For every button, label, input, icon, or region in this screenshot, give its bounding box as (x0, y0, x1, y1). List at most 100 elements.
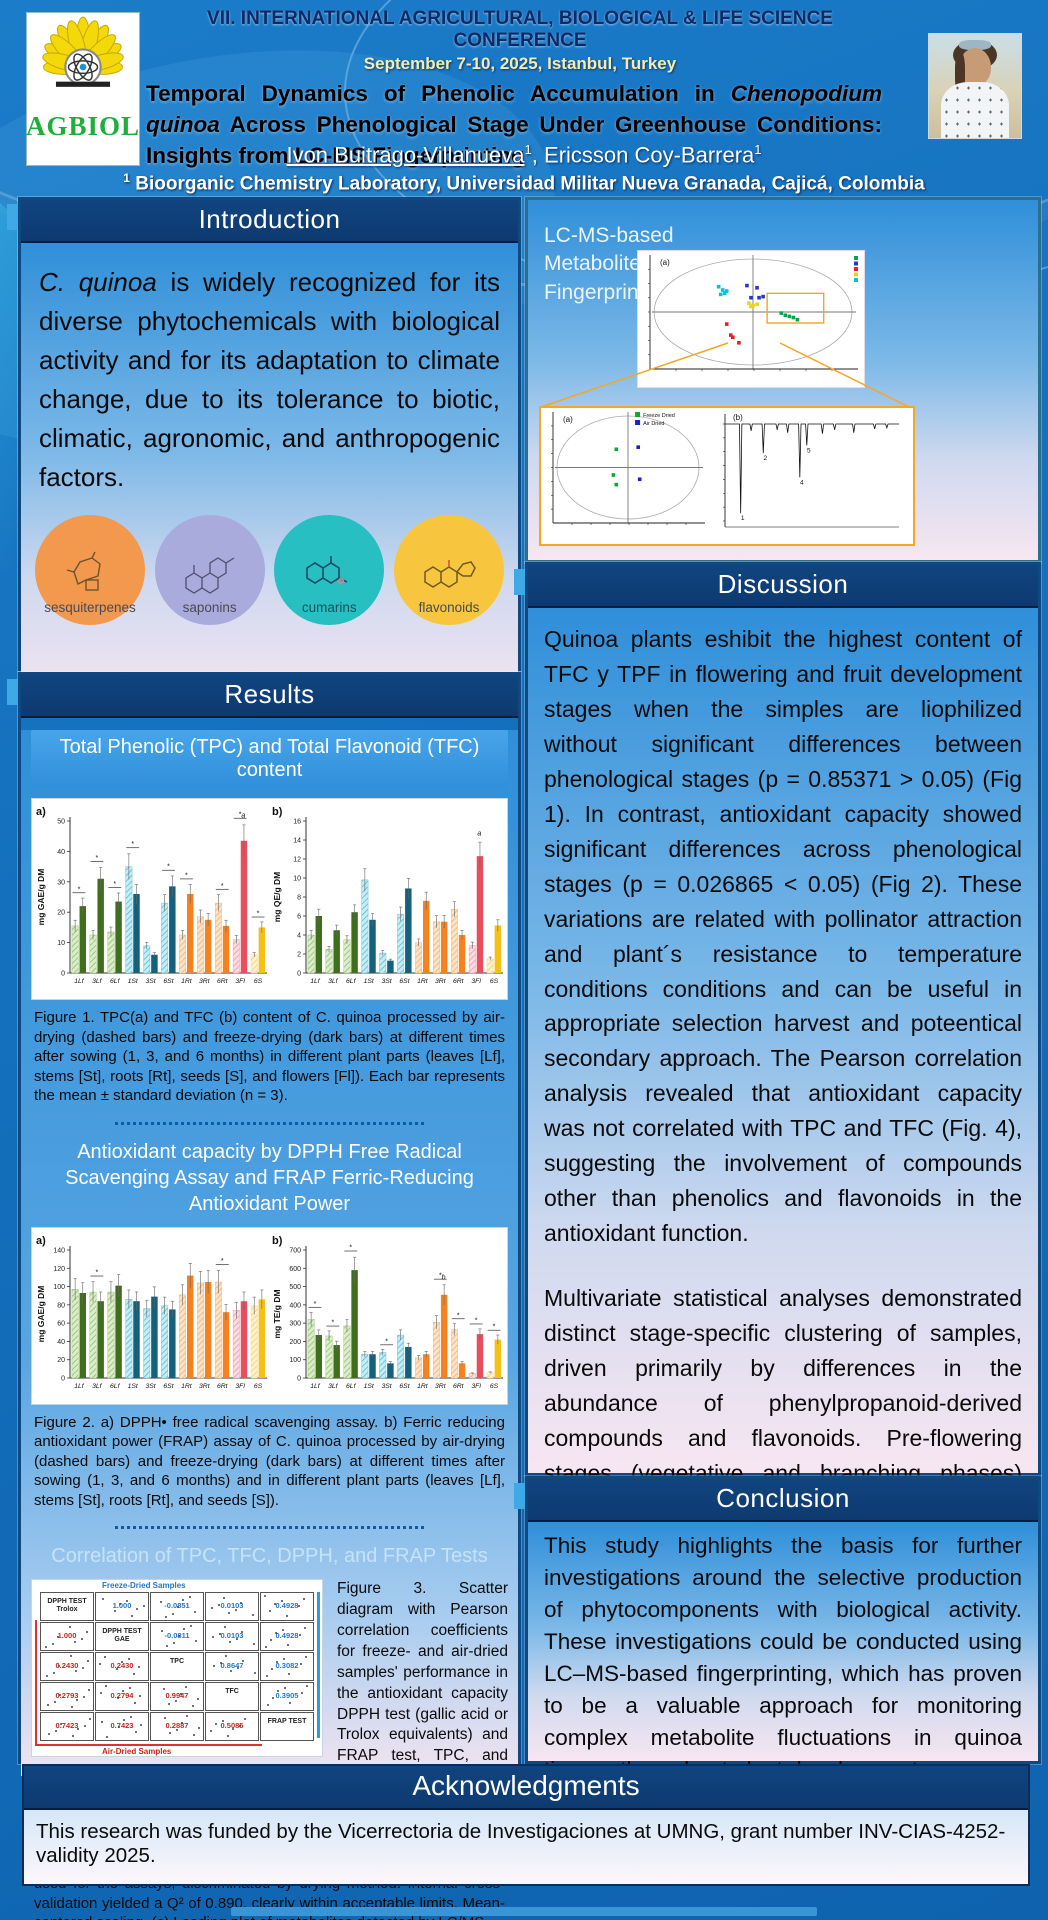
svg-text:*: * (167, 864, 170, 871)
author-2-affmark: 1 (754, 142, 762, 157)
compound-circles: sesquiterpenes saponins (21, 505, 518, 625)
conclusion-header: Conclusion (514, 1479, 1038, 1522)
matrix-diagonal-label: DPPH TEST GAE (95, 1622, 149, 1651)
svg-text:3St: 3St (381, 1383, 392, 1390)
svg-text:3Fl: 3Fl (471, 978, 481, 985)
svg-text:6S: 6S (489, 1383, 498, 1390)
svg-text:12: 12 (293, 857, 301, 864)
svg-text:0: 0 (61, 971, 65, 978)
figure1-caption: Figure 1. TPC(a) and TFC (b) content of … (34, 1009, 505, 1104)
lcms-panel: LC-MS-based Metabolite Fingerprinting (a… (525, 197, 1041, 563)
results-body: Total Phenolic (TPC) and Total Flavonoid… (21, 730, 518, 1920)
title-species-italic: Chenopodium quinoa (146, 81, 882, 138)
conference-date-location: September 7-10, 2025, Istanbul, Turkey (363, 54, 677, 73)
svg-text:0: 0 (61, 1375, 65, 1382)
dpph-bar-chart: 0 20 40 60 80 100 120 140 mg GAE/g DM a) 1Lf 3Lf * 6L… (36, 1235, 267, 1390)
matrix-correlation-cell: 0.2430 (40, 1652, 94, 1681)
pca-stages-scatter: (a) (648, 255, 858, 371)
correlation-subtitle: Correlation of TPC, TFC, DPPH, and FRAP … (51, 1545, 488, 1567)
svg-text:*: * (185, 872, 188, 879)
svg-text:5: 5 (807, 447, 811, 454)
svg-text:700: 700 (289, 1247, 301, 1254)
conclusion-panel: Conclusion This study highlights the bas… (514, 1476, 1041, 1782)
svg-text:20: 20 (57, 1357, 65, 1364)
agbiol-logo: AGBIOL (26, 12, 140, 166)
photo-headband (959, 40, 991, 50)
svg-text:6Lf: 6Lf (110, 1383, 121, 1390)
title-part2: Across Phenological Stage Under Greenhou… (146, 112, 882, 169)
matrix-grid: DPPH TEST Trolox1.000-0.08510.01030.4928… (40, 1592, 314, 1741)
svg-text:2: 2 (763, 455, 767, 462)
svg-text:3Fl: 3Fl (235, 1383, 245, 1390)
svg-text:1St: 1St (128, 978, 139, 985)
svg-text:1Lf: 1Lf (310, 978, 321, 985)
matrix-correlation-cell: 0.3082 (260, 1652, 314, 1681)
compound-circle-cumarins: cumarins (274, 515, 385, 625)
svg-text:1: 1 (741, 515, 745, 522)
sunflower-atom-icon (42, 16, 124, 87)
correlation-matrix: Freeze-Dried Samples DPPH TEST Trolox 1.0… (31, 1579, 323, 1757)
molecule-icon (185, 557, 235, 594)
figure3-row: Freeze-Dried Samples DPPH TEST Trolox 1.0… (31, 1579, 508, 1788)
svg-text:*: * (331, 1319, 334, 1326)
pca-drying-scatter: (a) Freeze Dried Air Dried (551, 412, 705, 525)
svg-text:1St: 1St (128, 1383, 139, 1390)
pca-score-plot: (a) (637, 250, 865, 388)
svg-text:*: * (456, 1312, 459, 1319)
svg-text:*: * (221, 883, 224, 890)
svg-text:1Lf: 1Lf (74, 1383, 85, 1390)
matrix-correlation-cell: 0.9947 (150, 1682, 204, 1711)
matrix-correlation-cell: 1.000 (40, 1622, 94, 1651)
svg-text:140: 140 (53, 1247, 65, 1254)
svg-text:mg QE/g DM: mg QE/g DM (272, 872, 282, 923)
svg-text:1Rt: 1Rt (181, 1383, 193, 1390)
svg-text:4: 4 (800, 479, 804, 486)
svg-text:*: * (78, 886, 81, 893)
matrix-correlation-cell: 0.2887 (150, 1712, 204, 1741)
svg-text:600: 600 (289, 1265, 301, 1272)
svg-text:6: 6 (297, 914, 301, 921)
presenter-photo (928, 33, 1022, 139)
acknowledgments-header: Acknowledgments (24, 1766, 1028, 1810)
tpc-tfc-subtitle: Total Phenolic (TPC) and Total Flavonoid… (31, 730, 508, 788)
svg-text:a: a (241, 813, 245, 820)
matrix-diagonal-label: FRAP TEST (260, 1712, 314, 1741)
svg-text:20: 20 (57, 910, 65, 917)
svg-text:*: * (474, 1317, 477, 1324)
svg-text:a): a) (36, 806, 46, 818)
svg-text:10: 10 (293, 876, 301, 883)
svg-text:6Lf: 6Lf (346, 978, 357, 985)
discussion-body: Quinoa plants eshibit the highest conten… (528, 608, 1038, 1696)
svg-text:3St: 3St (145, 978, 156, 985)
discussion-panel: Discussion Quinoa plants eshibit the hig… (514, 562, 1041, 1696)
svg-text:6Lf: 6Lf (346, 1383, 357, 1390)
svg-text:6Rt: 6Rt (452, 978, 464, 985)
matrix-correlation-cell: 0.7423 (95, 1712, 149, 1741)
matrix-blue-bracket (317, 1592, 320, 1738)
figure2-caption: Figure 2. a) DPPH• free radical scavengi… (34, 1413, 505, 1509)
matrix-bottom-label: Air-Dried Samples (102, 1747, 172, 1756)
svg-text:1Rt: 1Rt (181, 978, 193, 985)
dotted-divider (115, 1121, 424, 1125)
conclusion-body: This study highlights the basis for furt… (528, 1522, 1038, 1782)
svg-text:40: 40 (57, 849, 65, 856)
svg-text:400: 400 (289, 1302, 301, 1309)
compound-circle-saponins: saponins (154, 515, 265, 625)
svg-text:6Rt: 6Rt (452, 1383, 464, 1390)
svg-text:*: * (438, 1272, 441, 1279)
results-header: Results (7, 675, 518, 718)
intro-text-rest: is widely recognized for its diverse phy… (39, 267, 500, 492)
author-2: Ericsson Coy-Barrera (544, 142, 755, 168)
title-part1: Temporal Dynamics of Phenolic Accumulati… (146, 81, 731, 106)
svg-text:1Lf: 1Lf (74, 978, 85, 985)
introduction-panel: Introduction C. quinoa is widely recogni… (7, 197, 521, 711)
introduction-text: C. quinoa is widely recognized for its d… (21, 243, 518, 505)
svg-text:Air Dried: Air Dried (643, 421, 664, 427)
compound-label: saponins (182, 600, 237, 615)
affiliation-text: Bioorganic Chemistry Laboratory, Univers… (129, 173, 925, 195)
photo-hair-strand (955, 52, 965, 94)
svg-text:*: * (221, 1258, 224, 1265)
tpc-bar-chart: 0 10 20 30 40 50 mg GAE/g DM a) 1Lf * 3Lf * 6Lf * 1St *… (36, 806, 267, 985)
matrix-correlation-cell: 0.4928 (260, 1592, 314, 1621)
